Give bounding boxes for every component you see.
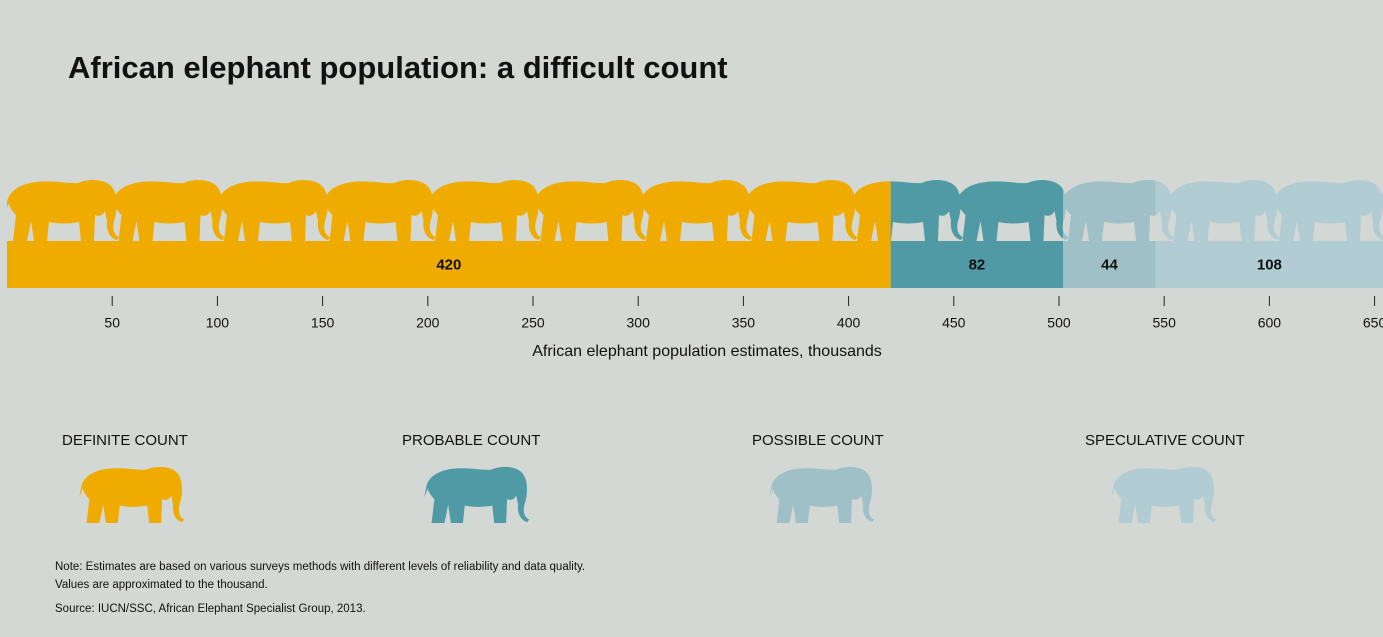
legend-label: PROBABLE COUNT	[402, 432, 540, 449]
value-label: 108	[1257, 256, 1282, 273]
legend-label: POSSIBLE COUNT	[752, 432, 884, 449]
x-axis-label: African elephant population estimates, t…	[532, 343, 882, 360]
x-tick-label: 650	[1363, 315, 1383, 331]
note: Note: Estimates are based on various sur…	[55, 561, 585, 573]
value-label: 82	[969, 256, 986, 273]
x-tick-label: 250	[521, 315, 545, 331]
chart-title: African elephant population: a difficult…	[68, 50, 728, 85]
value-label: 420	[436, 256, 461, 273]
x-tick-label: 450	[942, 315, 966, 331]
legend-label: DEFINITE COUNT	[62, 432, 188, 449]
chart: African elephant population: a difficult…	[0, 0, 1383, 637]
legend-label: SPECULATIVE COUNT	[1085, 432, 1245, 449]
x-tick-label: 100	[206, 315, 230, 331]
x-tick-label: 50	[104, 315, 120, 331]
x-tick-label: 150	[311, 315, 335, 331]
x-tick-label: 200	[416, 315, 440, 331]
x-tick-label: 500	[1047, 315, 1071, 331]
note: Values are approximated to the thousand.	[55, 579, 268, 591]
x-tick-label: 600	[1258, 315, 1282, 331]
x-tick-label: 550	[1153, 315, 1177, 331]
x-tick-label: 350	[732, 315, 756, 331]
value-label: 44	[1101, 256, 1118, 273]
source: Source: IUCN/SSC, African Elephant Speci…	[55, 603, 366, 615]
x-tick-label: 300	[627, 315, 651, 331]
x-tick-label: 400	[837, 315, 861, 331]
